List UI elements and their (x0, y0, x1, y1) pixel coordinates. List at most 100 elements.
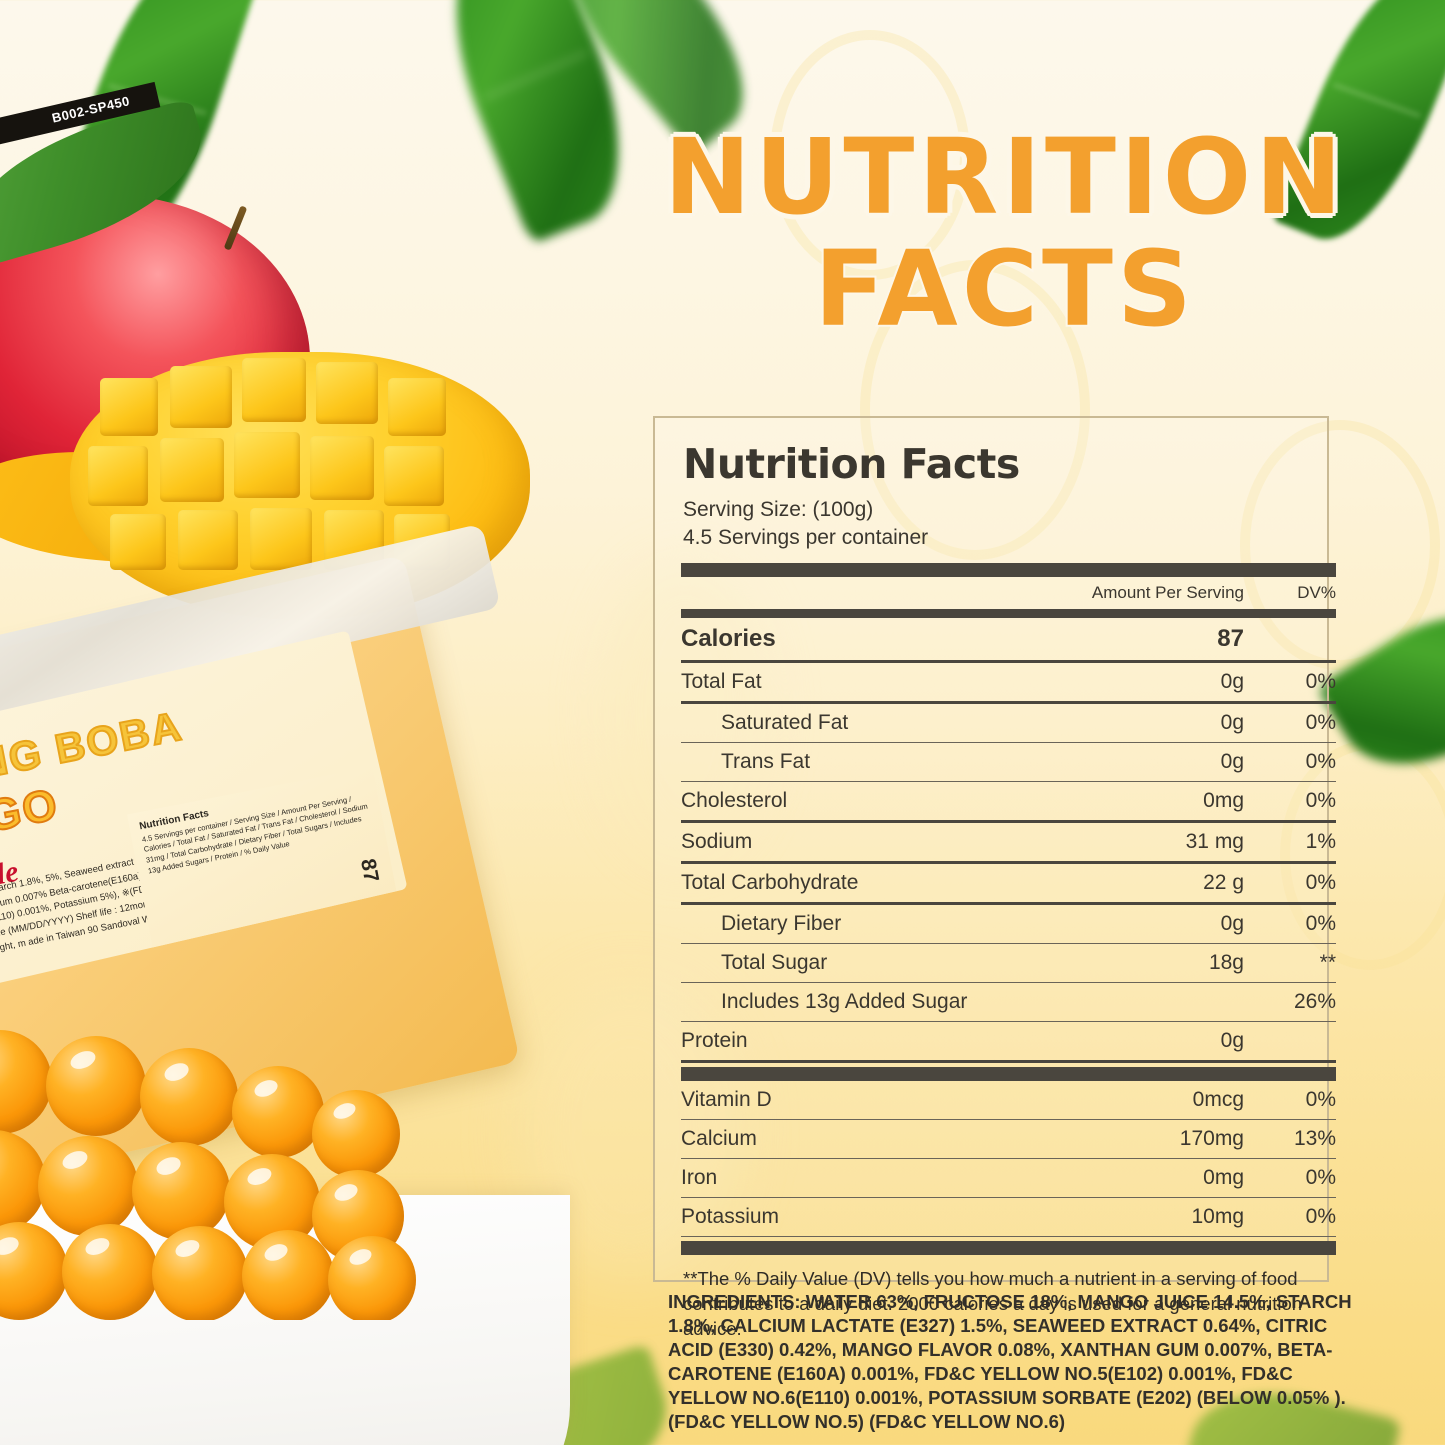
nutrient-dv: 0% (1244, 1158, 1336, 1199)
nutrition-table: Amount Per Serving DV% Calories 87 Total Fat… (681, 577, 1336, 1256)
nutrient-amount: 0g (1034, 661, 1244, 705)
nutrient-name: Dietary Fiber (681, 903, 1034, 945)
nutrient-name: Includes 13g Added Sugar (681, 982, 1034, 1023)
table-row: Total Carbohydrate 22 g 0% (681, 862, 1336, 906)
nutrient-name: Vitamin D (681, 1081, 1034, 1121)
nutrient-amount: 0g (1034, 742, 1244, 783)
nutrient-name: Total Sugar (681, 943, 1034, 984)
table-row: Cholesterol 0mg 0% (681, 781, 1336, 824)
nutrient-name: Cholesterol (681, 781, 1034, 824)
nutrient-amount (1034, 982, 1244, 1023)
watermark-circle (860, 260, 1090, 560)
nutrient-amount: 170mg (1034, 1119, 1244, 1160)
page-title-line2: FACTS (812, 227, 1196, 350)
divider-thick-middle (681, 1062, 1336, 1082)
header-blank (681, 577, 1034, 609)
nutrient-name: Calcium (681, 1119, 1034, 1160)
boba-pearl (62, 1224, 158, 1320)
table-row: Saturated Fat 0g 0% (681, 702, 1336, 744)
page-title-line1: NUTRITION (662, 116, 1347, 238)
boba-pearl (46, 1036, 146, 1136)
nutrient-name: Calories (681, 618, 1034, 664)
jar-nf-body: 4.5 Servings per container / Serving Siz… (141, 794, 369, 876)
nutrition-facts-title: Nutrition Facts (683, 440, 1020, 488)
nutrient-dv: 0% (1244, 903, 1336, 945)
table-row: Protein 0g (681, 1021, 1336, 1064)
nutrient-amount: 22 g (1034, 862, 1244, 906)
nutrient-dv: 0% (1244, 1197, 1336, 1238)
mango-cube (110, 514, 166, 570)
nutrient-amount: 0g (1034, 903, 1244, 945)
nutrient-dv: 1% (1244, 821, 1336, 865)
nutrient-dv: 0% (1244, 702, 1336, 744)
mango-cube (88, 446, 148, 506)
boba-pearl (132, 1142, 230, 1240)
mango-cube (100, 378, 158, 436)
nutrient-name: Saturated Fat (681, 702, 1034, 744)
table-row: Calories 87 (681, 618, 1336, 664)
nutrient-amount: 31 mg (1034, 821, 1244, 865)
nutrient-amount: 0g (1034, 702, 1244, 744)
boba-pearl (328, 1236, 416, 1320)
boba-pearl (38, 1136, 138, 1236)
table-row: Iron 0mg 0% (681, 1158, 1336, 1199)
nutrient-dv (1244, 618, 1336, 664)
table-row: Total Fat 0g 0% (681, 661, 1336, 705)
nutrient-dv: ** (1244, 943, 1336, 984)
boba-cluster (0, 1030, 470, 1320)
header-amount-per-serving: Amount Per Serving (1091, 583, 1244, 603)
nutrient-name: Potassium (681, 1197, 1034, 1238)
nutrient-name: Total Fat (681, 661, 1034, 705)
nutrient-dv: 0% (1244, 742, 1336, 783)
mango-cube (178, 510, 238, 570)
table-row: Potassium 10mg 0% (681, 1197, 1336, 1238)
mango-cube (160, 438, 224, 502)
nutrient-dv (1244, 1021, 1336, 1064)
daily-value-footnote: **The % Daily Value (DV) tells you how m… (683, 1268, 1303, 1339)
serving-size: Serving Size: (100g) (683, 498, 874, 521)
mango-cube (310, 436, 374, 500)
watermark-circle (1240, 420, 1440, 670)
mango-cube (170, 366, 232, 428)
boba-pearl (312, 1090, 400, 1178)
boba-pearl (152, 1226, 248, 1320)
nutrient-dv: 0% (1244, 781, 1336, 824)
boba-pearl (0, 1030, 52, 1134)
mango-cube (250, 508, 312, 570)
leaf-vein (1333, 83, 1421, 118)
boba-pearl (0, 1222, 68, 1320)
table-header-row: Amount Per Serving DV% (681, 577, 1336, 609)
nutrient-amount: 0g (1034, 1021, 1244, 1064)
nutrient-name: Iron (681, 1158, 1034, 1199)
table-row: Trans Fat 0g 0% (681, 742, 1336, 783)
mango-cube (384, 446, 444, 506)
mango-cube (234, 432, 300, 498)
boba-pearl (140, 1048, 238, 1146)
nutrient-name: Protein (681, 1021, 1034, 1064)
nutrient-amount: 0mg (1034, 781, 1244, 824)
nutrient-name: Trans Fat (681, 742, 1034, 783)
nutrient-dv: 0% (1244, 862, 1336, 906)
nutrition-facts-panel: Nutrition Facts Serving Size: (100g) 4.5… (653, 416, 1336, 1339)
nutrient-dv: 0% (1244, 661, 1336, 705)
divider-medium (681, 609, 1336, 619)
leaf-vein (483, 51, 588, 100)
nutrient-dv: 13% (1244, 1119, 1336, 1160)
mango-cube (388, 378, 446, 436)
divider-thick-bottom (681, 1237, 1336, 1256)
servings-per-container: 4.5 Servings per container (683, 525, 929, 549)
nutrient-dv: 0% (1244, 1081, 1336, 1121)
table-row: Dietary Fiber 0g 0% (681, 903, 1336, 945)
jar-label-flavor: MANGO (0, 779, 64, 863)
nutrient-amount: 0mcg (1034, 1081, 1244, 1121)
nutrient-amount: 10mg (1034, 1197, 1244, 1238)
ingredients-text: INGREDIENTS: WATER 63%, FRUCTOSE 18%, MA… (668, 1291, 1352, 1433)
boba-pearl (242, 1230, 334, 1320)
boba-pearl (232, 1066, 324, 1158)
table-row: Vitamin D 0mcg 0% (681, 1081, 1336, 1121)
nutrient-amount: 87 (1034, 618, 1244, 664)
nutrient-amount: 0mg (1034, 1158, 1244, 1199)
watermark-circle (770, 30, 970, 280)
nutrient-amount: 18g (1034, 943, 1244, 984)
table-row: Total Sugar 18g ** (681, 943, 1336, 984)
